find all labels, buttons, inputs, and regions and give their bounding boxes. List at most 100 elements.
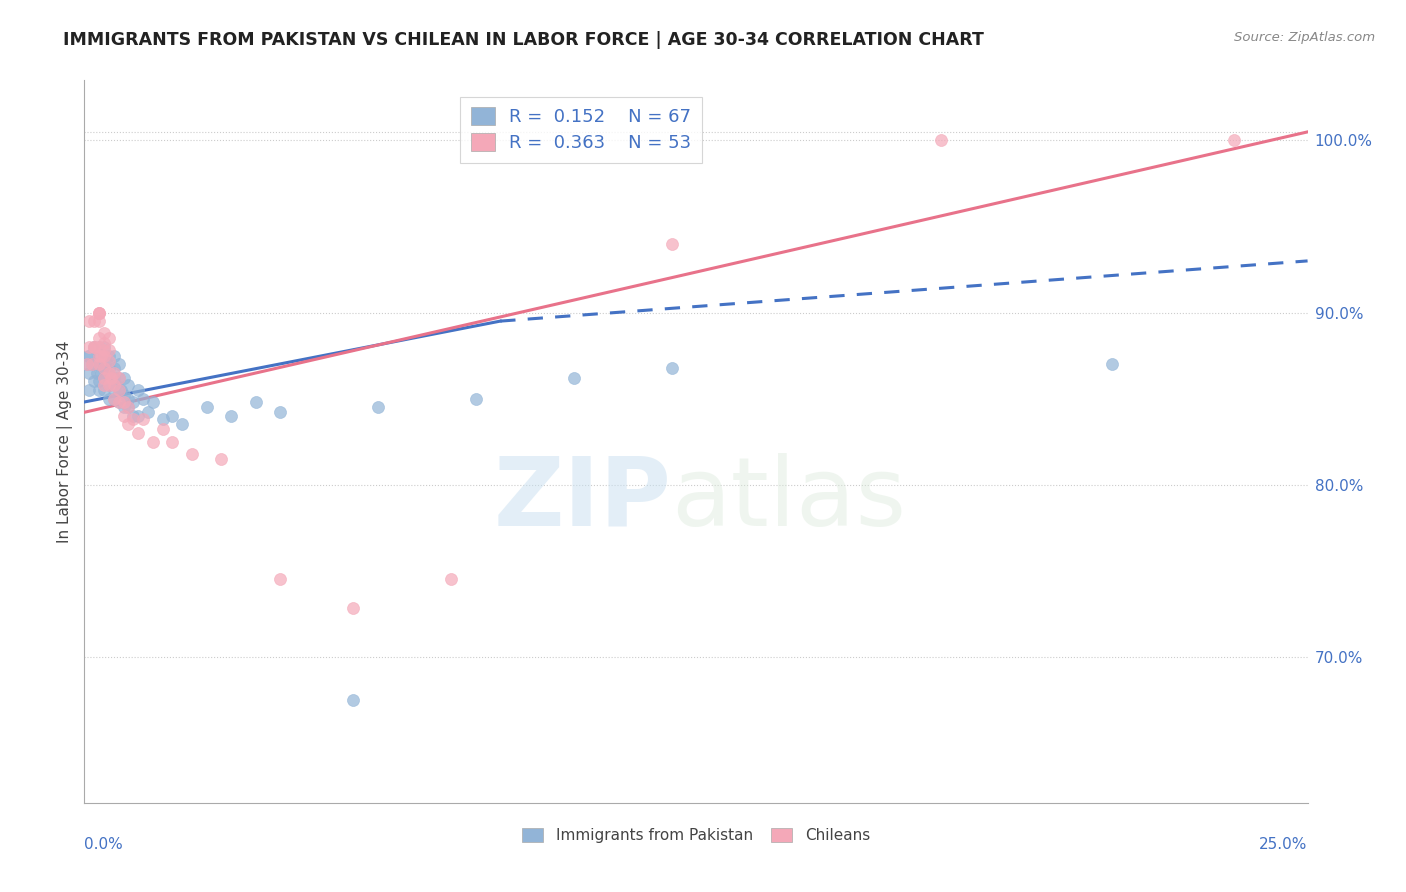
Point xyxy=(152,423,174,437)
Point xyxy=(97,349,120,363)
Point xyxy=(162,434,184,449)
Point xyxy=(77,366,100,380)
Point xyxy=(107,371,129,385)
Point xyxy=(97,353,120,368)
Point xyxy=(87,305,110,319)
Point xyxy=(117,377,139,392)
Point xyxy=(87,349,110,363)
Point xyxy=(152,412,174,426)
Point xyxy=(93,336,115,351)
Point xyxy=(342,601,364,615)
Point xyxy=(87,305,110,319)
Point xyxy=(661,236,683,251)
Point xyxy=(87,357,110,371)
Point xyxy=(1101,357,1123,371)
Point xyxy=(107,383,129,397)
Text: 25.0%: 25.0% xyxy=(1260,838,1308,853)
Point xyxy=(97,371,120,385)
Point xyxy=(93,349,115,363)
Point xyxy=(127,383,149,397)
Point xyxy=(132,392,155,406)
Text: Source: ZipAtlas.com: Source: ZipAtlas.com xyxy=(1234,31,1375,45)
Point xyxy=(93,340,115,354)
Point xyxy=(127,409,149,423)
Point xyxy=(97,360,120,375)
Point xyxy=(245,395,267,409)
Point xyxy=(122,412,145,426)
Point xyxy=(929,133,952,147)
Point xyxy=(112,409,135,423)
Point xyxy=(87,375,110,389)
Point xyxy=(93,371,115,385)
Point xyxy=(110,383,132,397)
Point xyxy=(80,357,103,371)
Point xyxy=(440,572,463,586)
Legend: Immigrants from Pakistan, Chileans: Immigrants from Pakistan, Chileans xyxy=(516,822,876,849)
Point xyxy=(107,395,129,409)
Point xyxy=(107,383,129,397)
Point xyxy=(103,349,125,363)
Point xyxy=(181,446,204,460)
Point xyxy=(107,357,129,371)
Point xyxy=(77,349,100,363)
Point xyxy=(83,340,105,354)
Point xyxy=(90,349,112,363)
Point xyxy=(87,331,110,345)
Point xyxy=(142,395,165,409)
Point xyxy=(93,360,115,375)
Point xyxy=(464,392,486,406)
Point xyxy=(87,383,110,397)
Point xyxy=(97,377,120,392)
Point xyxy=(103,371,125,385)
Point xyxy=(172,417,194,432)
Point xyxy=(87,357,110,371)
Point xyxy=(112,400,135,414)
Point xyxy=(87,305,110,319)
Point xyxy=(97,392,120,406)
Point xyxy=(93,326,115,340)
Point xyxy=(97,366,120,380)
Point xyxy=(219,409,242,423)
Point xyxy=(195,400,218,414)
Point xyxy=(96,353,118,368)
Text: atlas: atlas xyxy=(672,453,907,546)
Point xyxy=(93,360,115,375)
Text: 0.0%: 0.0% xyxy=(84,838,124,853)
Point xyxy=(122,395,145,409)
Point xyxy=(100,371,122,385)
Point xyxy=(117,392,139,406)
Point xyxy=(103,377,125,392)
Point xyxy=(562,371,585,385)
Point xyxy=(93,377,115,392)
Point xyxy=(142,434,165,449)
Point xyxy=(93,383,115,397)
Point xyxy=(87,340,110,354)
Text: ZIP: ZIP xyxy=(494,453,672,546)
Point xyxy=(107,395,129,409)
Point xyxy=(105,377,128,392)
Point xyxy=(162,409,184,423)
Point xyxy=(93,371,115,385)
Point xyxy=(97,343,120,358)
Point xyxy=(269,405,291,419)
Point xyxy=(87,340,110,354)
Point xyxy=(83,314,105,328)
Point xyxy=(89,357,111,371)
Point xyxy=(93,349,115,363)
Point xyxy=(97,331,120,345)
Point xyxy=(97,377,120,392)
Point xyxy=(76,357,98,371)
Point xyxy=(93,343,115,358)
Point xyxy=(127,425,149,440)
Point xyxy=(117,400,139,414)
Point xyxy=(117,417,139,432)
Point xyxy=(80,357,103,371)
Point xyxy=(117,400,139,414)
Point xyxy=(107,371,129,385)
Point xyxy=(103,392,125,406)
Y-axis label: In Labor Force | Age 30-34: In Labor Force | Age 30-34 xyxy=(58,340,73,543)
Point xyxy=(112,395,135,409)
Point xyxy=(367,400,389,414)
Point xyxy=(103,366,125,380)
Point xyxy=(87,349,110,363)
